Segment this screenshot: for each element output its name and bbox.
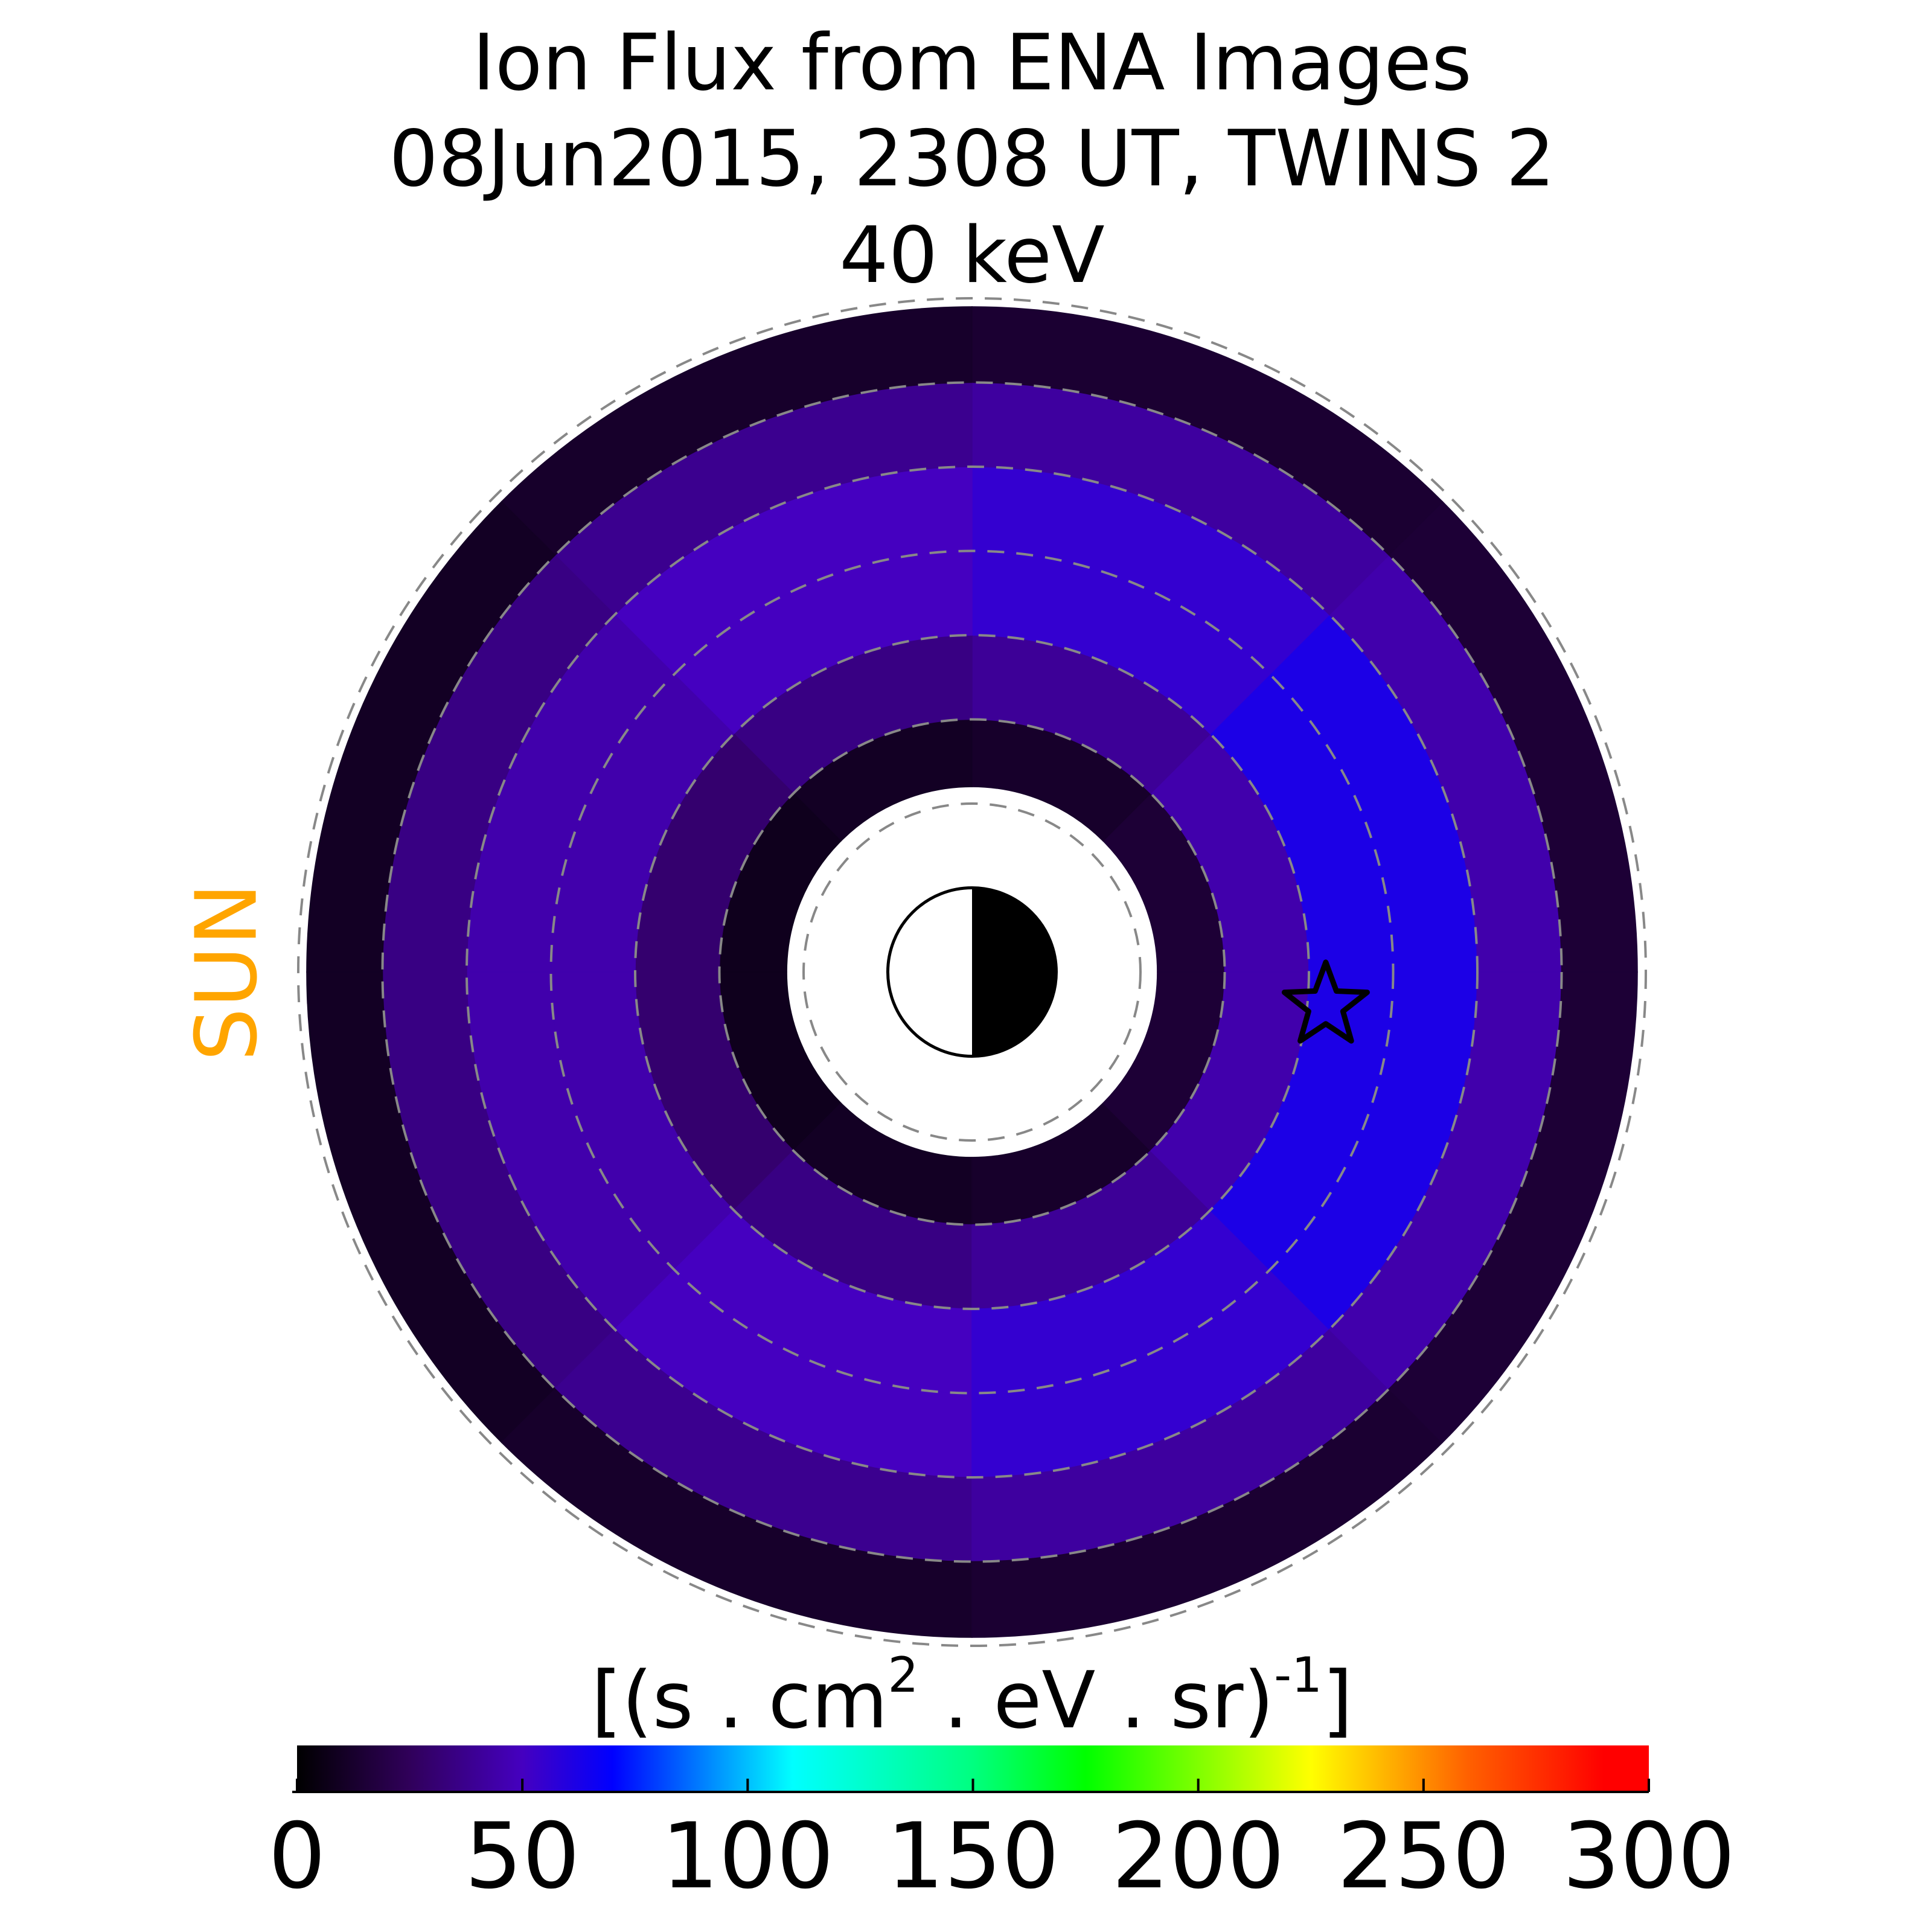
grid-circle (381, 381, 1563, 1563)
grid-circle (802, 802, 1142, 1142)
colorbar-label: [(s . cm2 . eV . sr)-1] (591, 1647, 1352, 1746)
earth-outline (886, 886, 1058, 1058)
earth-night (972, 888, 1057, 1057)
colorbar-tick-label: 100 (661, 1804, 834, 1909)
sun-label: SUN (178, 883, 277, 1061)
colorbar-tick-label: 300 (1563, 1804, 1735, 1909)
label-part: [(s . cm (591, 1654, 888, 1746)
grid-circle (718, 718, 1226, 1226)
colorbar-tick-label: 150 (886, 1804, 1059, 1909)
grid-circle (465, 465, 1479, 1479)
flux-map (297, 297, 1647, 1647)
grid-circle (297, 297, 1647, 1647)
label-part: . eV . sr) (918, 1654, 1274, 1746)
label-superscript: -1 (1274, 1647, 1322, 1703)
grid-circle (634, 634, 1310, 1310)
earth-day (888, 888, 972, 1057)
colorbar-tick-label: 250 (1337, 1804, 1510, 1909)
grid-circle (549, 549, 1395, 1395)
colorbar-tick-label: 200 (1112, 1804, 1285, 1909)
colorbar: 0 50 100 150 200 250 300 (268, 1745, 1735, 1909)
title-line: Ion Flux from ENA Images (472, 18, 1472, 108)
label-part: ] (1322, 1654, 1353, 1746)
peak-star (1281, 959, 1370, 1044)
colorbar-tick-label: 0 (268, 1804, 325, 1909)
colorbar-tick-label: 50 (465, 1804, 580, 1909)
label-superscript: 2 (888, 1647, 919, 1703)
title-line: 40 keV (839, 211, 1104, 301)
title-line: 08Jun2015, 2308 UT, TWINS 2 (389, 114, 1555, 204)
